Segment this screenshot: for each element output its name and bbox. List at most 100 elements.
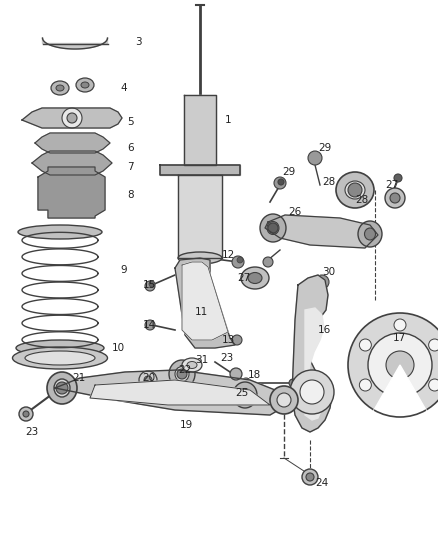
Circle shape xyxy=(232,256,244,268)
Text: 7: 7 xyxy=(127,162,134,172)
Circle shape xyxy=(386,351,414,379)
Polygon shape xyxy=(184,95,216,165)
Circle shape xyxy=(385,188,405,208)
Text: 15: 15 xyxy=(143,280,156,290)
Text: 10: 10 xyxy=(112,343,125,353)
Ellipse shape xyxy=(187,361,197,368)
Ellipse shape xyxy=(239,389,251,401)
Circle shape xyxy=(268,223,278,233)
Circle shape xyxy=(289,397,297,405)
Ellipse shape xyxy=(345,181,365,199)
Circle shape xyxy=(149,281,155,287)
Polygon shape xyxy=(32,151,112,175)
Text: 29: 29 xyxy=(282,167,295,177)
Ellipse shape xyxy=(169,360,195,388)
Circle shape xyxy=(302,469,318,485)
Ellipse shape xyxy=(76,78,94,92)
Circle shape xyxy=(145,320,155,330)
Text: 5: 5 xyxy=(127,117,134,127)
Polygon shape xyxy=(175,258,235,348)
Circle shape xyxy=(139,371,157,389)
Text: 29: 29 xyxy=(318,143,331,153)
Circle shape xyxy=(348,183,362,197)
Circle shape xyxy=(230,368,242,380)
Polygon shape xyxy=(90,380,270,405)
Circle shape xyxy=(290,370,334,414)
Polygon shape xyxy=(178,175,222,258)
Text: 9: 9 xyxy=(120,265,127,275)
Ellipse shape xyxy=(358,221,382,247)
Ellipse shape xyxy=(175,367,189,382)
Polygon shape xyxy=(38,167,105,218)
Polygon shape xyxy=(265,215,378,248)
Circle shape xyxy=(241,387,251,397)
Circle shape xyxy=(270,386,298,414)
Polygon shape xyxy=(160,165,240,175)
Circle shape xyxy=(177,369,187,379)
Circle shape xyxy=(306,473,314,481)
Text: 12: 12 xyxy=(222,250,235,260)
Circle shape xyxy=(263,257,273,267)
Text: 13: 13 xyxy=(222,335,235,345)
Text: 27: 27 xyxy=(385,180,398,190)
Ellipse shape xyxy=(364,228,375,240)
Text: 8: 8 xyxy=(127,190,134,200)
Text: 28: 28 xyxy=(355,195,368,205)
Circle shape xyxy=(289,379,297,387)
Ellipse shape xyxy=(51,81,69,95)
Circle shape xyxy=(429,379,438,391)
Ellipse shape xyxy=(336,172,374,208)
Text: 3: 3 xyxy=(135,37,141,47)
Text: 23: 23 xyxy=(25,427,38,437)
Text: 24: 24 xyxy=(315,478,328,488)
Ellipse shape xyxy=(260,214,286,242)
Polygon shape xyxy=(42,38,107,49)
Ellipse shape xyxy=(47,372,77,404)
Circle shape xyxy=(144,376,152,384)
Text: 22: 22 xyxy=(178,365,191,375)
Circle shape xyxy=(241,378,251,388)
Circle shape xyxy=(277,393,291,407)
Polygon shape xyxy=(22,108,122,128)
Text: 26: 26 xyxy=(288,207,301,217)
Ellipse shape xyxy=(248,272,262,284)
Text: 28: 28 xyxy=(322,177,335,187)
Text: 23: 23 xyxy=(220,353,233,363)
Wedge shape xyxy=(373,365,427,419)
Text: 16: 16 xyxy=(318,325,331,335)
Ellipse shape xyxy=(182,358,202,372)
Circle shape xyxy=(237,257,243,263)
Ellipse shape xyxy=(241,267,269,289)
Circle shape xyxy=(56,382,68,394)
Text: 1: 1 xyxy=(225,115,232,125)
Ellipse shape xyxy=(267,222,279,235)
Ellipse shape xyxy=(233,382,257,408)
Text: 6: 6 xyxy=(127,143,134,153)
Circle shape xyxy=(319,279,325,285)
Circle shape xyxy=(23,411,29,417)
Ellipse shape xyxy=(16,340,104,356)
Circle shape xyxy=(390,193,400,203)
Text: 25: 25 xyxy=(235,388,248,398)
Circle shape xyxy=(308,151,322,165)
Ellipse shape xyxy=(18,225,102,239)
Text: 19: 19 xyxy=(180,420,193,430)
Ellipse shape xyxy=(13,347,107,369)
Circle shape xyxy=(359,379,371,391)
Ellipse shape xyxy=(178,252,222,264)
Text: 4: 4 xyxy=(120,83,127,93)
Polygon shape xyxy=(182,262,228,340)
Circle shape xyxy=(274,177,286,189)
Circle shape xyxy=(278,179,284,185)
Text: 21: 21 xyxy=(72,373,85,383)
Circle shape xyxy=(241,391,249,399)
Circle shape xyxy=(232,335,242,345)
Text: 20: 20 xyxy=(142,373,155,383)
Circle shape xyxy=(145,281,155,291)
Text: 30: 30 xyxy=(322,267,335,277)
Text: 17: 17 xyxy=(393,333,406,343)
Polygon shape xyxy=(305,308,324,420)
Polygon shape xyxy=(292,275,332,432)
Ellipse shape xyxy=(81,82,89,88)
Ellipse shape xyxy=(25,351,95,365)
